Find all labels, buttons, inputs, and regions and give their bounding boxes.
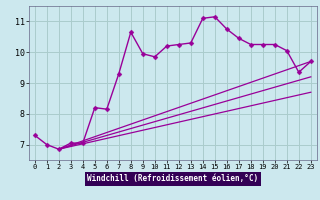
X-axis label: Windchill (Refroidissement éolien,°C): Windchill (Refroidissement éolien,°C): [87, 174, 258, 183]
